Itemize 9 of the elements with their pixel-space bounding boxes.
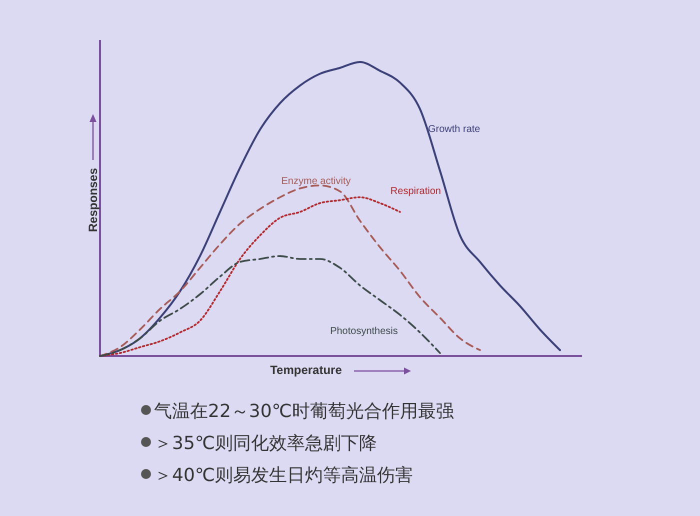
series-label: Enzyme activity [281,176,351,187]
y-axis-title: Responses [86,168,100,232]
series-label: Respiration [390,186,441,197]
x-axis-title: Temperature [270,363,342,377]
text: 气温在22～30℃时葡萄光合作用最强 [154,401,454,422]
text: ＞35℃则同化效率急剧下降 [154,433,378,454]
text: ＞40℃则易发生日灼等高温伤害 [154,465,414,486]
series-label: Photosynthesis [330,326,398,337]
series-label: Growth rate [428,124,481,135]
